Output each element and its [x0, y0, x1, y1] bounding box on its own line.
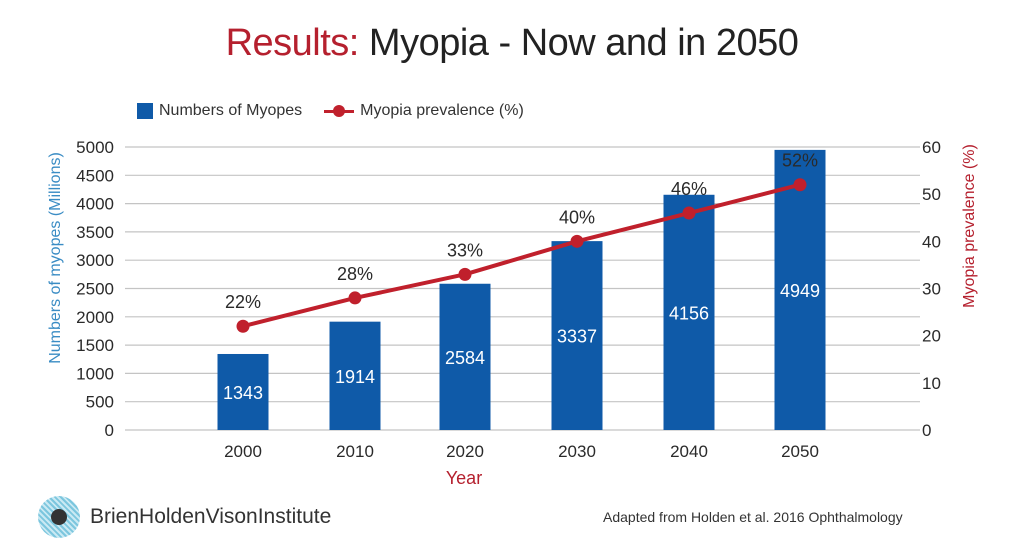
prevalence-point — [348, 291, 362, 305]
bar-value-label: 1914 — [335, 367, 375, 387]
prevalence-label: 40% — [559, 207, 595, 227]
y-tick-label: 2000 — [76, 308, 114, 327]
prevalence-point — [236, 319, 250, 333]
x-tick-label: 2020 — [446, 442, 484, 461]
y-tick-label: 500 — [86, 393, 114, 412]
x-tick-label: 2030 — [558, 442, 596, 461]
blue-square-icon — [137, 103, 153, 119]
red-line-marker-icon — [324, 104, 355, 118]
legend-item-line: Myopia prevalence (%) — [324, 102, 524, 120]
y2-tick-label: 40 — [922, 232, 941, 251]
prevalence-label: 33% — [447, 240, 483, 260]
chart-title: Results: Myopia - Now and in 2050 — [0, 22, 1024, 65]
bar — [774, 149, 826, 430]
y-tick-label: 4500 — [76, 166, 114, 185]
y2-tick-label: 60 — [922, 138, 941, 157]
prevalence-label: 28% — [337, 264, 373, 284]
bar-value-label: 2584 — [445, 348, 485, 368]
prevalence-label: 46% — [671, 179, 707, 199]
x-tick-label: 2050 — [781, 442, 819, 461]
x-tick-label: 2040 — [670, 442, 708, 461]
prevalence-point — [793, 178, 807, 192]
x-tick-label: 2010 — [336, 442, 374, 461]
y2-tick-label: 50 — [922, 185, 941, 204]
bar-value-label: 4949 — [780, 281, 820, 301]
y-tick-label: 3500 — [76, 223, 114, 242]
legend-label-bars: Numbers of Myopes — [159, 102, 303, 119]
legend: Numbers of Myopes Myopia prevalence (%) — [137, 102, 546, 120]
logo-text: BrienHoldenVisonInstitute — [90, 505, 332, 528]
chart-title-accent: Results: — [225, 22, 360, 64]
y2-tick-label: 0 — [922, 421, 931, 440]
prevalence-point — [682, 206, 696, 220]
y-tick-label: 1500 — [76, 336, 114, 355]
bar — [439, 283, 491, 430]
prevalence-label: 52% — [782, 151, 818, 171]
bar-value-label: 4156 — [669, 303, 709, 323]
x-axis-title: Year — [446, 468, 482, 488]
bar-value-label: 1343 — [223, 383, 263, 403]
y-tick-label: 2500 — [76, 280, 114, 299]
y2-axis-title: Myopia prevalence (%) — [961, 144, 978, 308]
x-tick-label: 2000 — [224, 442, 262, 461]
y-tick-label: 3000 — [76, 251, 114, 270]
footer-logo: BrienHoldenVisonInstitute — [38, 496, 331, 538]
prevalence-label: 22% — [225, 292, 261, 312]
prevalence-point — [570, 234, 584, 248]
bar — [217, 353, 269, 430]
bar — [551, 241, 603, 430]
legend-label-line: Myopia prevalence (%) — [360, 102, 524, 119]
y2-tick-label: 10 — [922, 374, 941, 393]
bar-value-label: 3337 — [557, 327, 597, 347]
bar — [663, 194, 715, 430]
eye-logo-icon — [38, 496, 80, 538]
y-tick-label: 5000 — [76, 138, 114, 157]
y2-tick-label: 30 — [922, 280, 941, 299]
bar — [329, 321, 381, 430]
prevalence-point — [458, 267, 472, 281]
y-tick-label: 0 — [105, 421, 114, 440]
y2-tick-label: 20 — [922, 327, 941, 346]
y-tick-label: 1000 — [76, 364, 114, 383]
y-tick-label: 4000 — [76, 195, 114, 214]
source-citation: Adapted from Holden et al. 2016 Ophthalm… — [603, 509, 903, 525]
chart-title-rest: Myopia - Now and in 2050 — [358, 22, 799, 64]
prevalence-line — [242, 182, 801, 329]
y-axis-title: Numbers of myopes (Millions) — [47, 152, 64, 364]
legend-item-bars: Numbers of Myopes — [137, 102, 302, 120]
